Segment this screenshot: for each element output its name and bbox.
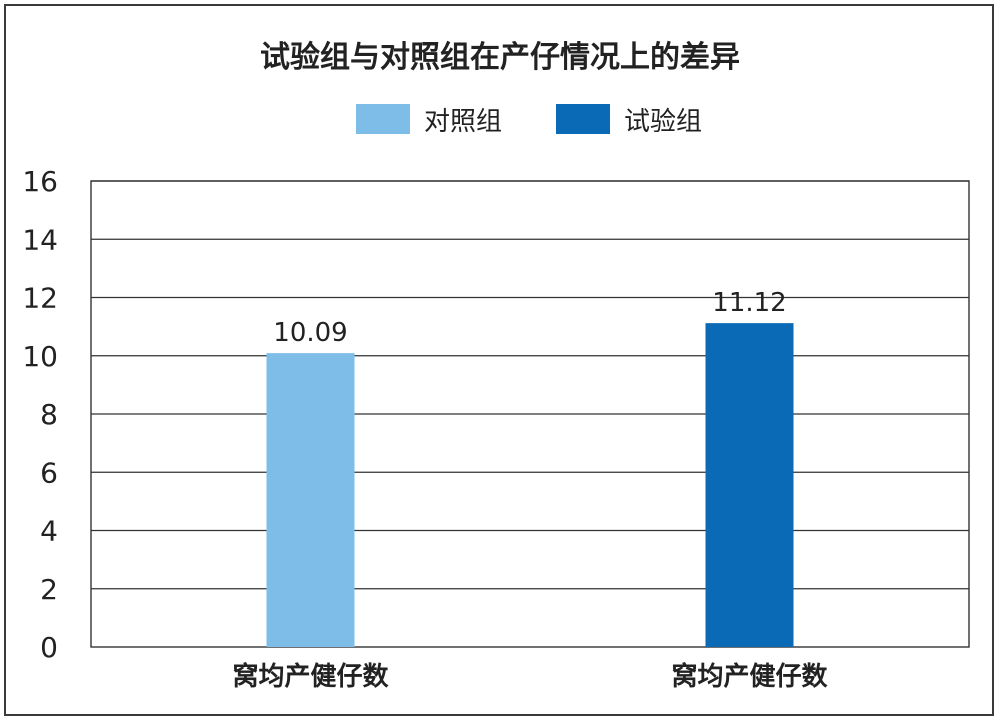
- legend-item-test: 试验组: [556, 102, 703, 137]
- y-tick-label-0: 0: [40, 631, 58, 664]
- data-label-test: 11.12: [712, 288, 786, 318]
- y-tick-label-16: 16: [22, 165, 58, 198]
- chart-title: 试验组与对照组在产仔情况上的差异: [260, 40, 740, 75]
- y-tick-label-12: 12: [22, 282, 58, 315]
- plot-area-border: [90, 180, 970, 648]
- x-category-label-1: 窝均产健仔数: [232, 661, 389, 692]
- bar-test: [705, 323, 794, 647]
- y-tick-label-14: 14: [22, 223, 58, 256]
- bar-control: [266, 353, 355, 647]
- legend-label-control: 对照组: [424, 106, 503, 137]
- legend-label-test: 试验组: [624, 106, 703, 137]
- chart-legend: 对照组 试验组: [0, 102, 1000, 137]
- data-label-control: 10.09: [273, 318, 347, 348]
- y-tick-label-6: 6: [40, 456, 58, 489]
- chart-frame: [4, 4, 994, 716]
- legend-item-control: 对照组: [356, 102, 503, 137]
- legend-swatch-control: [356, 104, 410, 134]
- y-tick-label-8: 8: [40, 398, 58, 431]
- y-tick-label-10: 10: [22, 340, 58, 373]
- y-tick-label-2: 2: [40, 573, 58, 606]
- x-category-label-2: 窝均产健仔数: [671, 661, 828, 692]
- legend-swatch-test: [556, 104, 610, 134]
- y-tick-label-4: 4: [40, 515, 58, 548]
